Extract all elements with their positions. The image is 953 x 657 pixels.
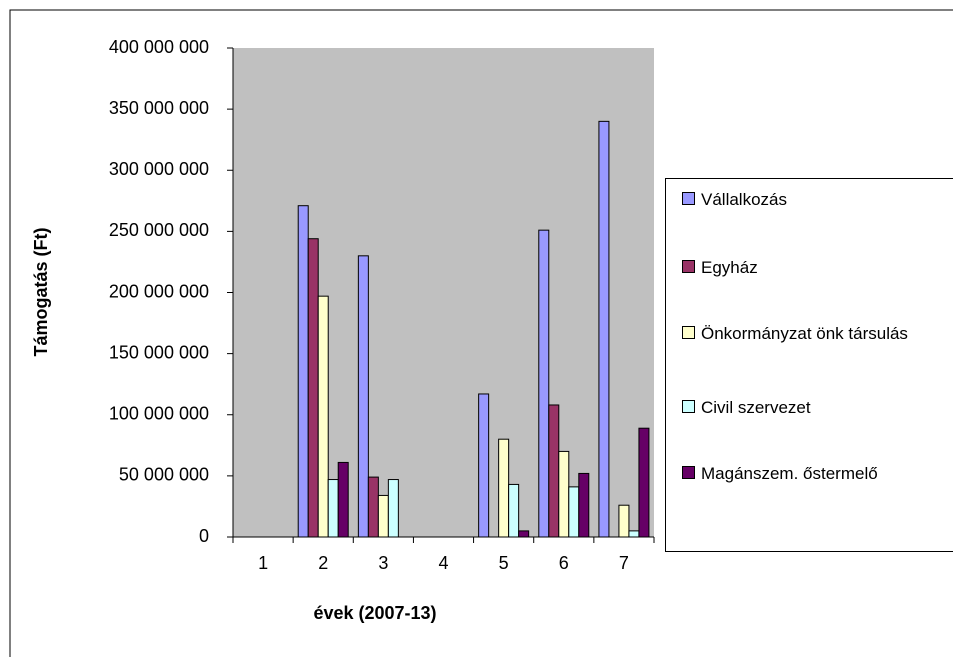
bar — [337, 461, 349, 538]
bar — [558, 450, 570, 538]
x-tick-label: 1 — [258, 553, 268, 573]
legend-item: Egyház — [682, 257, 952, 279]
bar — [578, 472, 590, 538]
bar — [598, 120, 610, 538]
bar — [568, 486, 580, 538]
y-tick-label: 300 000 000 — [109, 159, 209, 179]
x-tick-label: 6 — [559, 553, 569, 573]
bar — [307, 238, 319, 538]
x-tick-label: 4 — [438, 553, 448, 573]
legend-swatch — [682, 192, 695, 205]
bar — [538, 229, 550, 538]
x-tick-label: 5 — [499, 553, 509, 573]
x-axis-label: évek (2007-13) — [313, 603, 436, 623]
legend: Vállalkozás Egyház Önkormányzat önk társul… — [665, 178, 953, 552]
y-tick-label: 150 000 000 — [109, 342, 209, 362]
bar — [548, 404, 560, 538]
bar — [377, 494, 389, 538]
y-axis-label: Támogatás (Ft) — [31, 227, 51, 356]
bar — [478, 393, 490, 538]
bar — [297, 205, 309, 538]
legend-swatch — [682, 326, 695, 339]
legend-label: Egyház — [701, 258, 758, 277]
bar — [367, 476, 379, 538]
y-tick-label: 400 000 000 — [109, 37, 209, 57]
legend-swatch — [682, 400, 695, 413]
bar — [508, 483, 520, 538]
bar — [498, 438, 510, 538]
legend-label: Vállalkozás — [701, 190, 787, 209]
legend-swatch — [682, 260, 695, 273]
bar — [638, 427, 650, 538]
bar — [518, 530, 530, 538]
legend-swatch — [682, 466, 695, 479]
y-tick-label: 250 000 000 — [109, 220, 209, 240]
legend-item: Önkormányzat önk társulás — [682, 323, 952, 345]
legend-item: Magánszem. őstermelő — [682, 463, 952, 485]
legend-item: Civil szervezet — [682, 397, 952, 419]
bar — [357, 255, 369, 538]
bar — [618, 504, 630, 538]
y-tick-label: 50 000 000 — [119, 465, 209, 485]
y-tick-label: 100 000 000 — [109, 404, 209, 424]
chart-frame — [9, 9, 953, 657]
x-tick-label: 2 — [318, 553, 328, 573]
bar — [387, 479, 399, 538]
y-tick-label: 350 000 000 — [109, 98, 209, 118]
x-tick-label: 3 — [378, 553, 388, 573]
x-tick-label: 7 — [619, 553, 629, 573]
bar — [317, 295, 329, 538]
y-tick-label: 200 000 000 — [109, 281, 209, 301]
y-tick-label: 0 — [199, 526, 209, 546]
legend-label: Magánszem. őstermelő — [701, 464, 878, 483]
bar — [327, 479, 339, 538]
bar — [628, 530, 640, 538]
legend-label: Civil szervezet — [701, 398, 811, 417]
plot-area — [233, 48, 654, 537]
legend-label: Önkormányzat önk társulás — [701, 324, 908, 343]
legend-item: Vállalkozás — [682, 189, 952, 211]
